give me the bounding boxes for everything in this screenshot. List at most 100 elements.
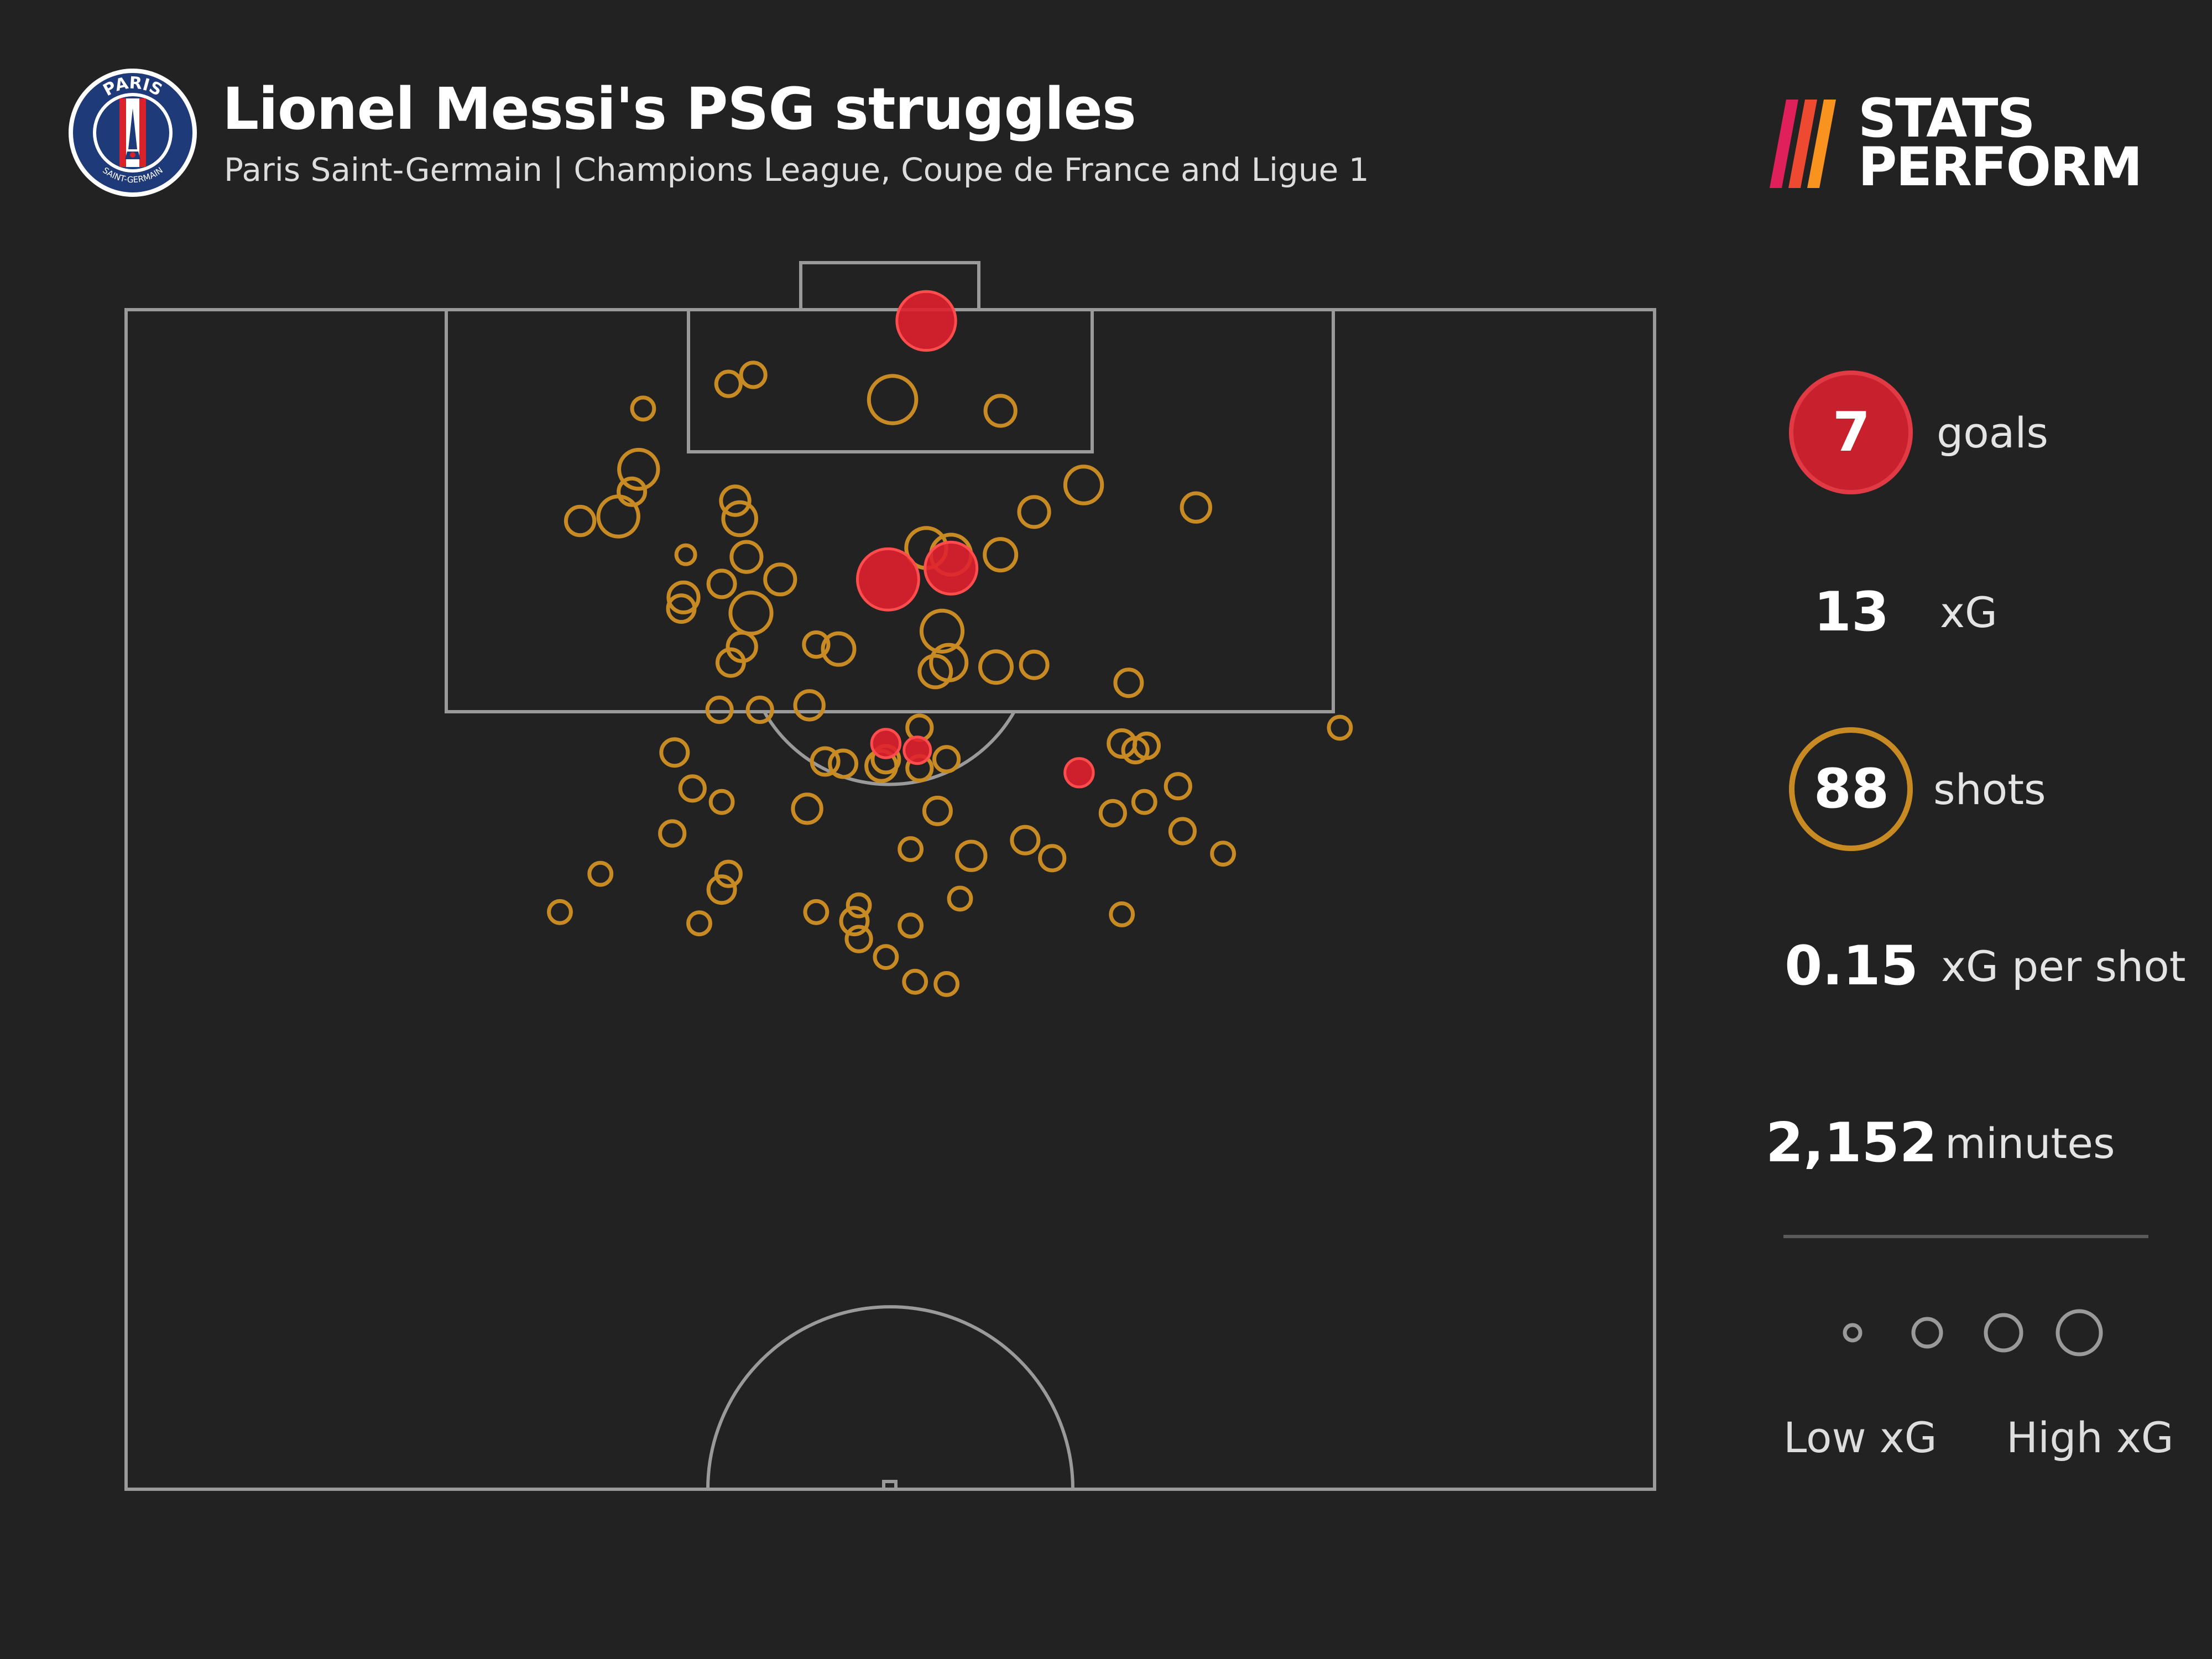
shot-point [728,591,774,636]
stat-xg-per-shot-label: xG per shot [1941,941,2186,991]
shot-point [1109,901,1135,927]
stat-xg-per-shot-value: 0.15 [1785,935,1918,998]
pitch-outline [124,308,1656,1491]
shot-point [719,484,752,517]
shot-point [898,912,924,939]
shot-point [1098,799,1128,828]
stat-goals-label: goals [1937,408,2049,457]
shot-point [739,361,768,389]
psg-crest-icon: PARIS SAINT-GERMAIN [69,69,197,197]
stats-perform-slash-icon [1770,100,1836,188]
centre-spot [882,1480,898,1491]
shot-point [821,631,857,667]
shot-point [919,608,965,654]
shot-point [745,695,774,724]
brand-line-1: STATS [1858,87,2036,149]
shot-point [978,649,1014,685]
goals-marker-icon [1789,371,1913,494]
stat-shots: 88 shots [1781,723,2201,855]
shot-point [630,395,656,422]
shot-point [922,795,953,826]
shot-point [564,504,597,538]
shot-point [666,593,697,624]
goal-point [924,540,979,596]
stat-goals-value: 7 [1832,401,1871,464]
stat-minutes: 2,152 minutes [1766,1077,2201,1209]
shot-point [721,500,758,538]
shot-point [810,746,841,777]
shot-point [587,860,614,887]
centre-circle [706,1305,1074,1490]
shot-point [898,836,924,862]
shot-point [793,689,826,722]
goal-point [895,290,957,352]
shot-point [617,447,660,491]
stat-shots-label: shots [1933,764,2046,814]
shot-point [1168,817,1197,846]
shot-point [1019,649,1050,680]
shot-point [658,819,687,848]
shot-point [706,874,737,905]
six-yard-box [687,308,1094,453]
shot-point [596,494,640,539]
stat-xg-per-shot: 0.15 xG per shot [1781,900,2201,1032]
legend-divider [1783,1235,2148,1238]
shot-point [714,859,743,888]
shot-point [763,562,797,597]
stat-xg-label: xG [1940,587,1997,637]
stat-goals: 7 goals [1781,366,2201,499]
penalty-box [445,308,1335,713]
shot-point [955,839,988,872]
shot-point [873,944,899,970]
shot-point [1164,772,1192,801]
shot-point [708,789,735,815]
legend-size-circle [1843,1323,1863,1343]
shot-point [1113,667,1144,698]
shot-point [714,369,743,398]
shot-point [828,748,859,779]
goal-frame [799,261,980,311]
shot-point [932,745,961,774]
legend-size-circle [2056,1309,2103,1357]
shot-point [706,568,737,599]
shot-point [1017,495,1051,529]
shot-point [791,792,823,825]
shot-point [1131,789,1157,815]
stat-minutes-label: minutes [1945,1118,2115,1168]
xg-size-legend [1843,1309,2103,1357]
shot-point [726,630,758,663]
shot-point [802,630,831,659]
stat-xg: 13 xG [1781,546,2201,679]
stat-xg-value: 13 [1813,581,1890,644]
brand-line-2: PERFORM [1858,136,2142,198]
shot-point [686,910,712,937]
shot-point [729,540,764,574]
legend-high-label: High xG [2006,1413,2174,1462]
shot-point [666,580,701,614]
legend-low-label: Low xG [1783,1413,1937,1462]
shots-marker-icon [1789,727,1913,851]
shot-point [1063,465,1104,505]
shot-point [705,695,734,724]
shot-point [902,968,928,995]
goal-point [1063,757,1095,789]
shot-point [947,885,973,912]
shot-point [1327,714,1353,741]
shot-point [547,899,573,925]
shot-point [933,971,959,997]
shot-point [617,476,648,507]
stats-perform-logo: STATS PERFORM [1770,92,2142,205]
shot-point [1038,844,1067,873]
goal-point [902,735,932,765]
goal-point [856,547,920,612]
shot-point [846,892,872,919]
legend-size-circle [1911,1317,1943,1349]
penalty-arc [763,711,1016,786]
shots-layer [547,361,1353,997]
shot-point [678,774,707,803]
goals-layer [856,290,1095,789]
stat-shots-value: 88 [1813,758,1890,821]
stat-minutes-value: 2,152 [1766,1112,1937,1175]
